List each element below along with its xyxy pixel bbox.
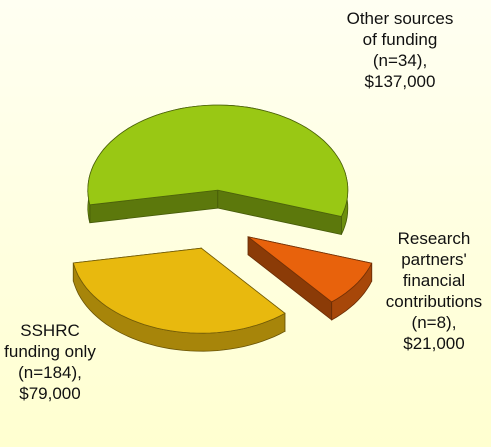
category-label: Other sources of funding (n=34), — [346, 9, 454, 70]
slice — [247, 236, 373, 303]
slice-label: Other sources of funding (n=34), $137,000 — [345, 8, 455, 92]
slice — [72, 247, 286, 334]
slice-label: Research partners' financial contributio… — [378, 228, 490, 354]
value-label: $79,000 — [19, 384, 81, 403]
value-label: $21,000 — [403, 334, 465, 353]
value-label: $137,000 — [364, 72, 436, 91]
slice — [87, 104, 349, 217]
category-label: SSHRC funding only (n=184), — [4, 321, 96, 382]
category-label: Research partners' financial contributio… — [385, 229, 483, 332]
slice-label: SSHRC funding only (n=184), $79,000 — [0, 320, 100, 404]
